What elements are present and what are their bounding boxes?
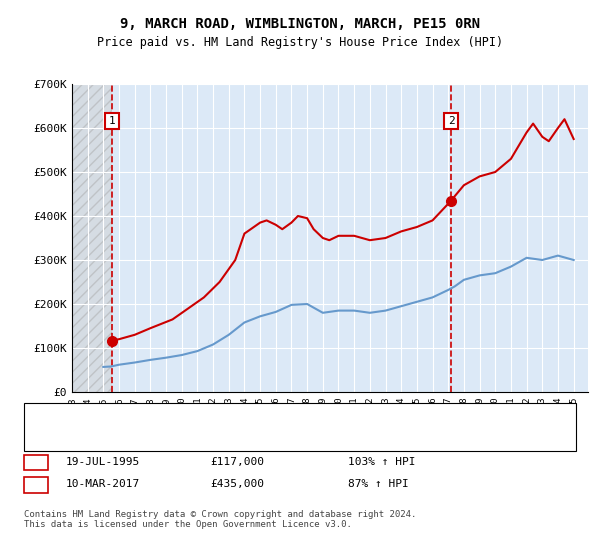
- Text: £117,000: £117,000: [210, 457, 264, 467]
- Text: HPI: Average price, detached house, Fenland: HPI: Average price, detached house, Fenl…: [72, 429, 341, 439]
- Text: 2: 2: [32, 479, 40, 489]
- Text: 10-MAR-2017: 10-MAR-2017: [66, 479, 140, 489]
- Text: 9, MARCH ROAD, WIMBLINGTON, MARCH, PE15 0RN (detached house): 9, MARCH ROAD, WIMBLINGTON, MARCH, PE15 …: [72, 412, 447, 422]
- Text: 1: 1: [32, 457, 40, 467]
- Text: 103% ↑ HPI: 103% ↑ HPI: [348, 457, 415, 467]
- Text: 1: 1: [109, 116, 115, 126]
- Bar: [72, 84, 112, 392]
- Text: Contains HM Land Registry data © Crown copyright and database right 2024.
This d: Contains HM Land Registry data © Crown c…: [24, 510, 416, 529]
- Text: Price paid vs. HM Land Registry's House Price Index (HPI): Price paid vs. HM Land Registry's House …: [97, 36, 503, 49]
- Text: 2: 2: [448, 116, 455, 126]
- Text: £435,000: £435,000: [210, 479, 264, 489]
- Text: 19-JUL-1995: 19-JUL-1995: [66, 457, 140, 467]
- Text: 9, MARCH ROAD, WIMBLINGTON, MARCH, PE15 0RN: 9, MARCH ROAD, WIMBLINGTON, MARCH, PE15 …: [120, 17, 480, 31]
- Text: 87% ↑ HPI: 87% ↑ HPI: [348, 479, 409, 489]
